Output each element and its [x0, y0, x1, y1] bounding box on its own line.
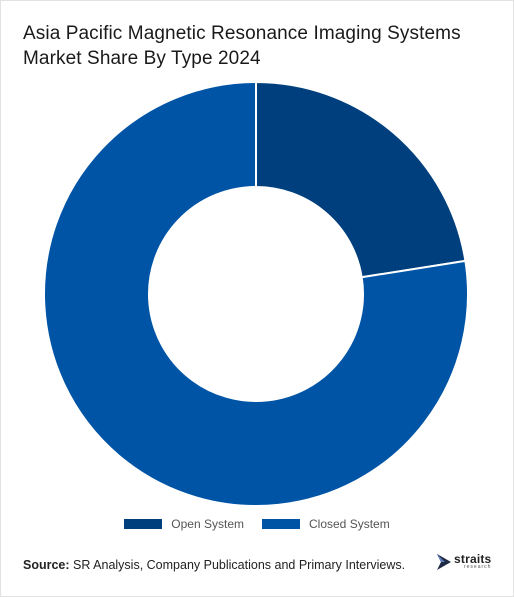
donut-chart [43, 80, 469, 507]
legend-swatch [262, 519, 300, 529]
chart-legend: Open System Closed System [1, 517, 513, 531]
legend-item-open-system[interactable]: Open System [124, 517, 244, 531]
donut-slice-open-system[interactable] [255, 80, 467, 279]
source-label: Source: [23, 558, 70, 572]
source-note: Source: SR Analysis, Company Publication… [23, 558, 405, 572]
legend-label: Open System [171, 517, 244, 531]
donut-slice-closed-system[interactable] [43, 80, 469, 507]
legend-swatch [124, 519, 163, 529]
legend-label: Closed System [309, 517, 390, 531]
logo-wordmark: straits [454, 552, 492, 566]
source-text: SR Analysis, Company Publications and Pr… [69, 558, 406, 572]
straits-research-logo: straits research [437, 553, 491, 570]
chart-title: Asia Pacific Magnetic Resonance Imaging … [23, 23, 461, 69]
logo-arrow-icon [437, 553, 451, 570]
legend-item-closed-system[interactable]: Closed System [262, 517, 390, 531]
logo-subtext: research [463, 564, 492, 570]
